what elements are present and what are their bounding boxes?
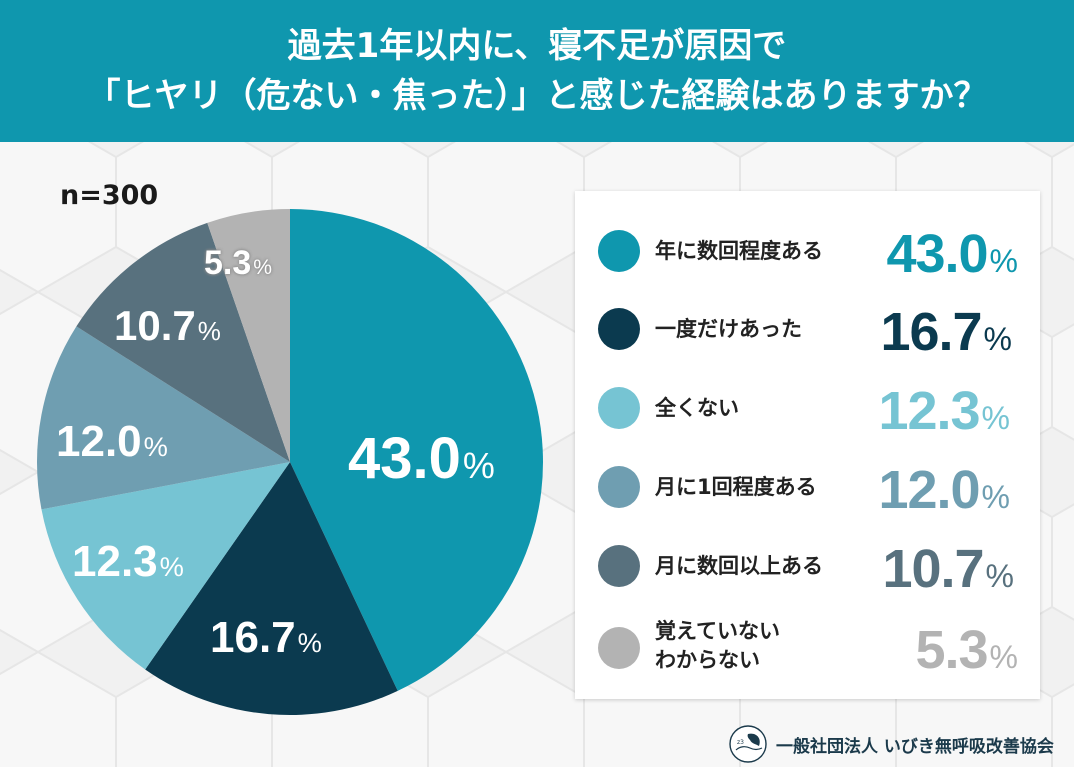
legend-item-yearly: 年に数回程度ある 43.0% — [575, 211, 1040, 291]
legend-dot-icon — [598, 308, 640, 350]
legend-label: 月に1回程度ある — [655, 475, 817, 499]
pie-slice-label: 12.3% — [72, 540, 184, 584]
pie-label-value: 16.7 — [210, 613, 296, 662]
legend-label: 年に数回程度ある — [655, 239, 823, 263]
pie-slice-label: 5.3% — [204, 246, 272, 280]
value-unit: % — [981, 400, 1010, 436]
value-unit: % — [985, 558, 1014, 594]
legend-panel: 年に数回程度ある 43.0% 一度だけあった 16.7% 全くない 12.3% … — [575, 191, 1040, 699]
pie-label-unit: % — [253, 256, 273, 279]
footer-credit: z3 一般社団法人 いびき無呼吸改善協会 — [728, 722, 1054, 766]
sample-size: n=300 — [60, 180, 159, 211]
legend-dot-icon — [598, 466, 640, 508]
legend-label-line-1: 覚えていない — [655, 619, 780, 643]
legend-label: 一度だけあった — [655, 317, 802, 341]
title-line-2: 「ヒヤリ（危ない・焦った）」と感じた経験はありますか？ — [86, 76, 988, 116]
pie-label-value: 43.0 — [348, 426, 461, 491]
pie-slice-label: 43.0% — [348, 430, 495, 488]
sleeping-person-logo-icon: z3 — [729, 725, 767, 763]
pie-label-unit: % — [143, 431, 168, 462]
pie-label-value: 12.0 — [56, 417, 142, 466]
legend-label: 月に数回以上ある — [655, 554, 823, 578]
pie-slice — [207, 209, 290, 462]
pie-label-value: 10.7 — [114, 302, 196, 349]
pie-label-value: 12.3 — [72, 537, 158, 586]
value-unit: % — [981, 479, 1010, 515]
legend-item-monthly-once: 月に1回程度ある 12.0% — [575, 447, 1040, 527]
legend-item-once: 一度だけあった 16.7% — [575, 289, 1040, 369]
pie-slice — [145, 462, 398, 715]
legend-dot-icon — [598, 545, 640, 587]
value-unit: % — [989, 243, 1018, 279]
pie-slice — [76, 222, 290, 462]
pie-slice — [290, 209, 544, 691]
pie-slice-label: 10.7% — [114, 305, 221, 347]
value-number: 12.0 — [878, 460, 980, 520]
pie-label-value: 5.3 — [204, 244, 252, 282]
legend-label-line-2: わからない — [655, 648, 760, 672]
chart-title-banner: 過去1年以内に、寝不足が原因で 「ヒヤリ（危ない・焦った）」と感じた経験はありま… — [0, 0, 1074, 142]
legend-dot-icon — [598, 627, 640, 669]
legend-value: 12.3% — [878, 384, 1010, 438]
organization-name: 一般社団法人 いびき無呼吸改善協会 — [776, 736, 1054, 757]
legend-value: 16.7% — [880, 305, 1012, 359]
value-number: 12.3 — [878, 381, 980, 441]
svg-text:z3: z3 — [737, 739, 744, 746]
pie-label-unit: % — [159, 551, 184, 582]
legend-label: 覚えていない わからない — [655, 617, 780, 675]
title-line-1: 過去1年以内に、寝不足が原因で — [287, 26, 787, 66]
pie-label-unit: % — [197, 316, 221, 346]
legend-value: 5.3% — [915, 623, 1018, 677]
pie-label-unit: % — [297, 627, 322, 658]
value-unit: % — [989, 639, 1018, 675]
pie-label-unit: % — [462, 445, 495, 486]
legend-label: 全くない — [655, 396, 739, 420]
legend-value: 43.0% — [886, 227, 1018, 281]
legend-dot-icon — [598, 230, 640, 272]
legend-item-unknown: 覚えていない わからない 5.3% — [575, 609, 1040, 699]
pie-slice-label: 16.7% — [210, 616, 322, 660]
value-number: 16.7 — [880, 302, 982, 362]
value-number: 10.7 — [882, 539, 984, 599]
pie-slice — [41, 462, 291, 670]
value-number: 43.0 — [886, 224, 988, 284]
legend-value: 12.0% — [878, 463, 1010, 517]
legend-dot-icon — [598, 387, 640, 429]
legend-value: 10.7% — [882, 542, 1014, 596]
pie-slice — [37, 326, 290, 510]
legend-item-monthly-several: 月に数回以上ある 10.7% — [575, 526, 1040, 606]
pie-chart — [37, 209, 544, 715]
value-unit: % — [983, 321, 1012, 357]
pie-slice-label: 12.0% — [56, 420, 168, 464]
value-number: 5.3 — [915, 620, 988, 680]
legend-item-never: 全くない 12.3% — [575, 368, 1040, 448]
